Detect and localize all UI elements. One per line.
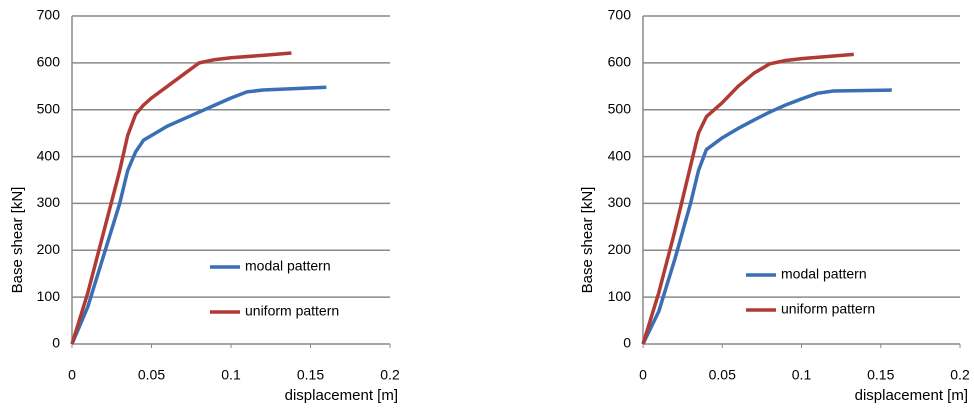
x-tick-label: 0.1 [221,367,241,383]
y-tick-label: 400 [608,147,632,163]
data-line [641,52,854,345]
y-axis-label: Base shear [kN] [9,187,26,294]
x-tick-label: 0.2 [380,367,400,383]
x-tick-label: 0.2 [950,367,970,383]
y-axis-label: Base shear [kN] [579,187,596,294]
x-tick-label: 0.1 [792,367,812,383]
legend-label: modal pattern [781,266,867,282]
y-tick-label: 700 [608,7,632,23]
x-tick-label: 0.15 [867,367,894,383]
x-axis-label: displacement [m] [285,387,398,404]
y-tick-label: 0 [623,335,631,351]
legend-label: uniform pattern [781,301,875,317]
data-line [70,51,292,345]
x-axis-label: displacement [m] [855,387,968,404]
x-tick-label: 0 [68,367,76,383]
legend-label: uniform pattern [245,303,339,319]
data-line [641,88,892,345]
y-tick-label: 200 [37,241,61,257]
x-tick-label: 0.05 [709,367,736,383]
y-tick-label: 700 [37,7,61,23]
x-tick-label: 0.15 [297,367,324,383]
y-tick-label: 500 [37,100,61,116]
y-tick-label: 600 [608,54,632,70]
y-tick-label: 600 [37,54,61,70]
y-tick-label: 300 [608,194,632,210]
data-line [70,85,327,345]
y-tick-label: 300 [37,194,61,210]
legend-label: modal pattern [245,258,331,274]
y-tick-label: 100 [608,288,632,304]
y-tick-label: 200 [608,241,632,257]
x-tick-label: 0.05 [138,367,165,383]
x-tick-label: 0 [639,367,647,383]
y-tick-label: 100 [37,288,61,304]
y-tick-label: 400 [37,147,61,163]
y-tick-label: 0 [52,335,60,351]
y-tick-label: 500 [608,100,632,116]
